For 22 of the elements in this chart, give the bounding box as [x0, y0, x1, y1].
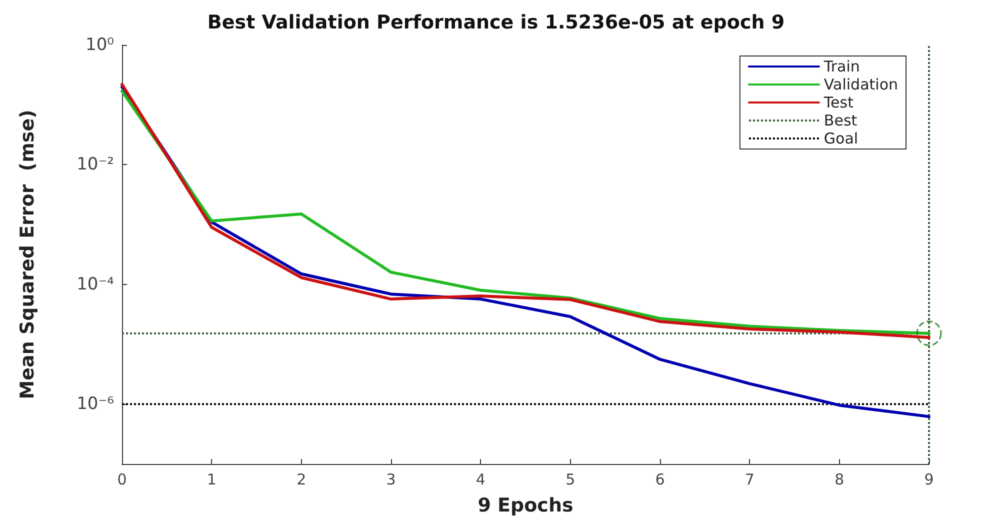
- y-tick-label: 10⁻⁴: [76, 274, 114, 294]
- x-tick-label: 8: [834, 470, 844, 488]
- x-tick-label: 6: [655, 470, 665, 488]
- x-tick-label: 1: [206, 470, 216, 488]
- x-tick-label: 7: [744, 470, 754, 488]
- x-axis-title: 9 Epochs: [478, 494, 574, 516]
- legend-label: Best: [824, 112, 858, 130]
- legend-label: Test: [822, 94, 854, 112]
- x-tick-label: 4: [476, 470, 486, 488]
- y-tick-label: 10⁻²: [76, 154, 114, 175]
- y-tick-label: 10⁰: [86, 35, 114, 55]
- legend-label: Train: [822, 58, 860, 76]
- y-axis-title: Mean Squared Error (mse): [16, 110, 38, 400]
- x-tick-label: 5: [566, 470, 576, 488]
- x-tick-label: 3: [386, 470, 396, 488]
- x-tick-label: 0: [117, 470, 127, 488]
- y-tick-label: 10⁻⁶: [76, 394, 114, 414]
- chart-title: Best Validation Performance is 1.5236e-05 at epoch 9: [207, 12, 785, 34]
- x-tick-label: 2: [296, 470, 306, 488]
- x-tick-label: 9: [924, 470, 934, 488]
- legend-label: Validation: [824, 76, 898, 94]
- legend-label: Goal: [824, 130, 858, 148]
